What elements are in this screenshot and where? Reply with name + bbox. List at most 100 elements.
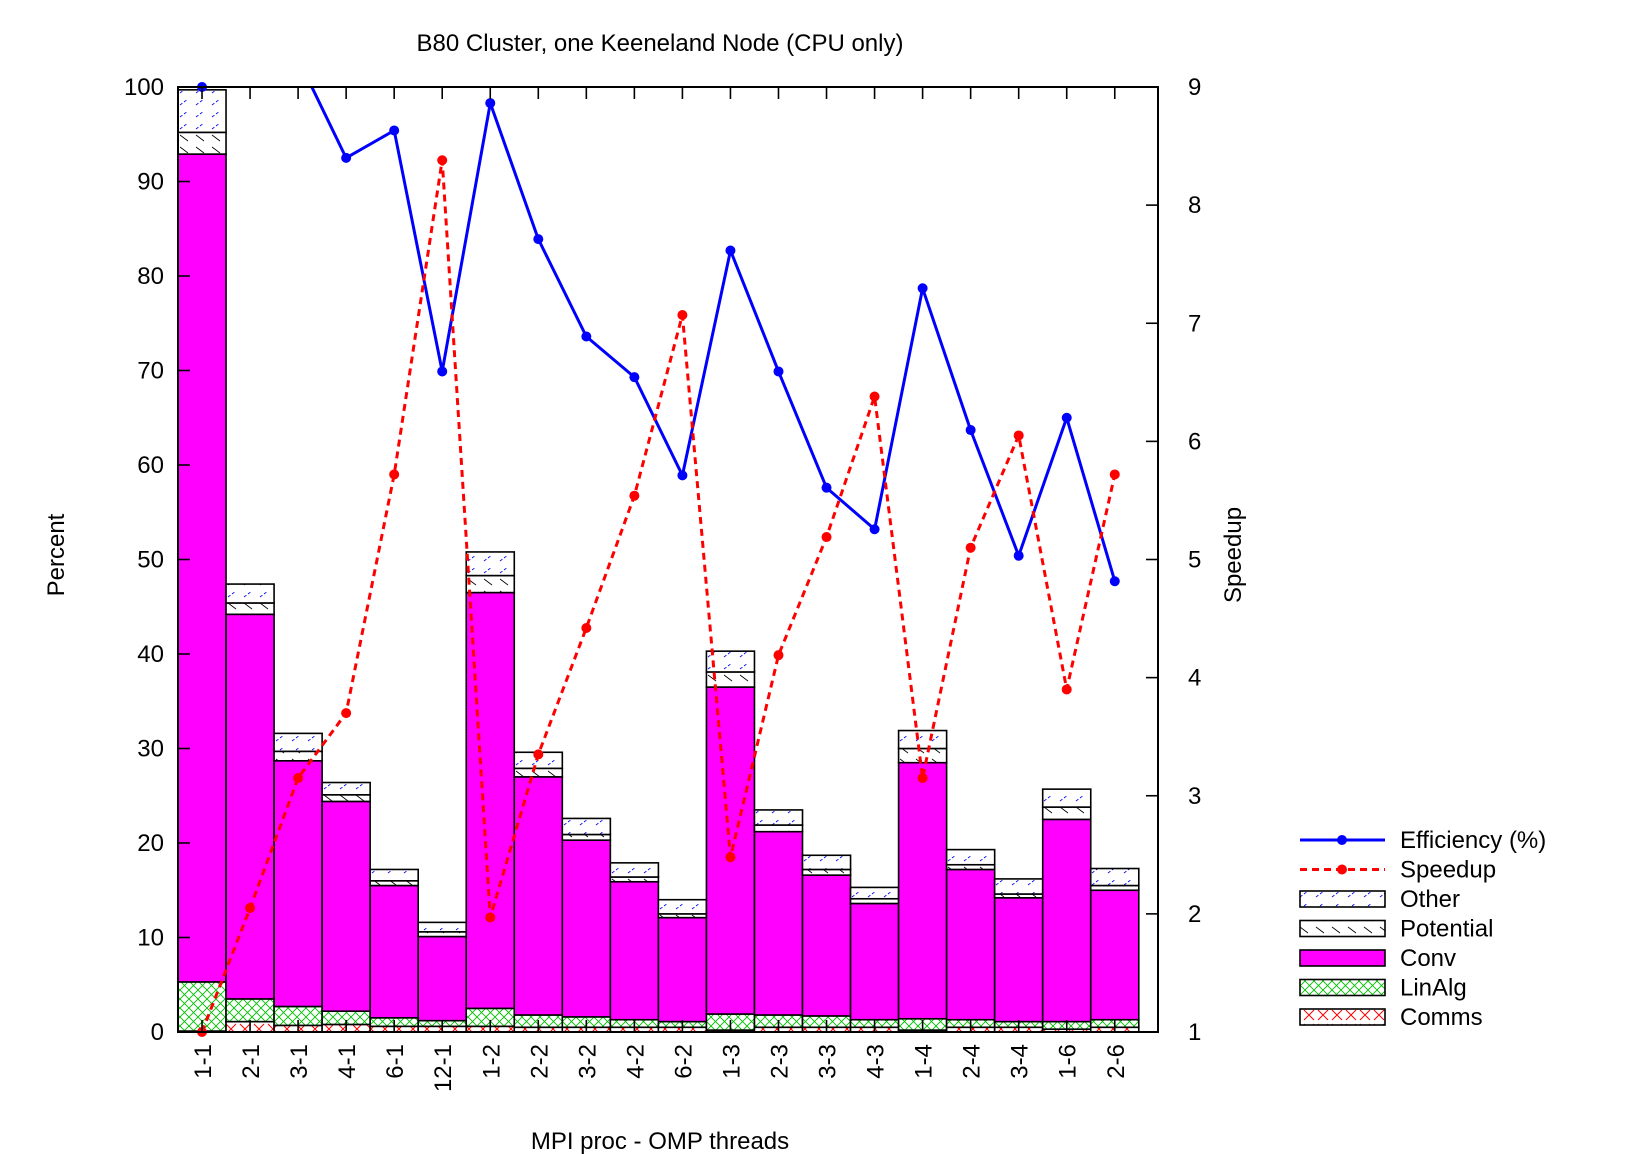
y-tick-label: 20 xyxy=(137,830,164,857)
legend-swatch-box xyxy=(1299,978,1386,997)
bar-segment xyxy=(1041,788,1092,808)
bar-segment xyxy=(321,781,371,796)
series-point xyxy=(389,125,400,136)
bar-segment xyxy=(273,759,323,1008)
series-point xyxy=(485,98,496,109)
bar-segment xyxy=(753,830,804,1016)
legend-swatch-point xyxy=(1337,864,1347,875)
series-point xyxy=(341,152,352,163)
series-point xyxy=(533,234,544,245)
series-point xyxy=(773,366,784,377)
y2-tick-label: 5 xyxy=(1188,547,1201,574)
series-point xyxy=(869,524,880,535)
legend-label: Other xyxy=(1400,886,1460,913)
bar-segment xyxy=(513,776,564,1016)
x-tick-label: 1-2 xyxy=(478,1044,505,1079)
bar-segment xyxy=(801,868,852,876)
series-point xyxy=(821,482,832,493)
legend-label: Potential xyxy=(1400,916,1493,943)
bar-segment xyxy=(417,921,468,933)
series-point xyxy=(821,532,832,543)
y-tick-label: 80 xyxy=(137,263,164,290)
bar-segment xyxy=(705,686,756,1015)
y2-tick-label: 8 xyxy=(1188,192,1201,219)
x-tick-label: 1-6 xyxy=(1055,1044,1082,1079)
bar-segment xyxy=(513,767,564,778)
series-point xyxy=(869,391,880,402)
bar-segment xyxy=(849,902,900,1021)
legend-label: LinAlg xyxy=(1400,975,1467,1002)
series-point xyxy=(341,708,352,719)
y-tick-label: 40 xyxy=(137,641,164,668)
chart-title: B80 Cluster, one Keeneland Node (CPU onl… xyxy=(417,30,904,57)
series-point xyxy=(677,470,688,481)
series-point xyxy=(581,331,592,342)
bar-segment xyxy=(321,794,371,803)
series-point xyxy=(1109,469,1120,480)
bar-segment xyxy=(417,935,468,1022)
y-tick-label: 10 xyxy=(137,925,164,952)
y2-tick-label: 2 xyxy=(1188,901,1201,928)
series-point xyxy=(917,283,928,294)
bar-segment xyxy=(705,650,756,673)
series-line xyxy=(202,87,1117,582)
bar-segment xyxy=(225,613,275,1000)
bars-layer xyxy=(177,89,1140,1033)
x-tick-label: 3-4 xyxy=(1007,1044,1034,1079)
bar-segment xyxy=(177,131,227,155)
bar-segment xyxy=(753,824,804,833)
y-axis-label: Percent xyxy=(43,513,70,596)
bar-segment xyxy=(801,854,852,871)
series-point xyxy=(1061,684,1072,695)
bar-segment xyxy=(849,886,900,900)
bar-segment xyxy=(993,897,1044,1023)
bar-segment xyxy=(1041,806,1092,821)
legend-label: Efficiency (%) xyxy=(1400,827,1546,854)
series-point xyxy=(629,490,640,501)
bar-segment xyxy=(801,874,852,1017)
series-point xyxy=(629,372,640,383)
bar-segment xyxy=(945,848,996,866)
legend-label: Comms xyxy=(1400,1004,1483,1031)
y-tick-label: 30 xyxy=(137,736,164,763)
bar-segment xyxy=(225,583,275,604)
series-point xyxy=(1013,550,1024,561)
series-point xyxy=(965,425,976,436)
y2-tick-label: 7 xyxy=(1188,310,1201,337)
y2-tick-label: 1 xyxy=(1188,1019,1201,1046)
x-tick-label: 1-4 xyxy=(911,1044,938,1079)
series-point xyxy=(533,749,544,760)
series-line xyxy=(200,158,1117,1032)
series-point xyxy=(437,155,448,166)
series-point xyxy=(485,912,496,923)
bar-segment xyxy=(561,817,612,836)
series-point xyxy=(1109,576,1120,587)
x-tick-label: 12-1 xyxy=(430,1044,457,1092)
axes-layer: 0 10 20 30 40 50 60 70 80 90 100 1 2 3 4 5 6 7 8 9 1-1 2-1 3-1… xyxy=(124,74,1201,1092)
x-tick-label: 2-2 xyxy=(526,1044,553,1079)
series-point xyxy=(965,542,976,553)
x-tick-label: 2-3 xyxy=(766,1044,793,1079)
legend-label: Speedup xyxy=(1400,857,1496,884)
bar-segment xyxy=(273,732,323,753)
bar-segment xyxy=(465,551,516,577)
bar-segment xyxy=(1089,889,1140,1021)
bar-segment xyxy=(177,153,227,983)
x-tick-label: 3-3 xyxy=(815,1044,842,1079)
x-tick-label: 6-2 xyxy=(670,1044,697,1079)
series-point xyxy=(773,650,784,661)
x-tick-label: 3-2 xyxy=(574,1044,601,1079)
y2-tick-label: 9 xyxy=(1188,74,1201,101)
bar-segment xyxy=(993,878,1044,895)
x-tick-label: 3-1 xyxy=(286,1044,313,1079)
bar-segment xyxy=(225,998,275,1023)
bar-segment xyxy=(561,839,612,1018)
bar-segment xyxy=(465,574,516,594)
series-point xyxy=(245,902,256,913)
y2-axis-label: Speedup xyxy=(1220,507,1247,603)
series-point xyxy=(725,852,736,863)
y2-tick-label: 3 xyxy=(1188,783,1201,810)
bar-segment xyxy=(177,89,227,134)
y-tick-label: 90 xyxy=(137,169,164,196)
